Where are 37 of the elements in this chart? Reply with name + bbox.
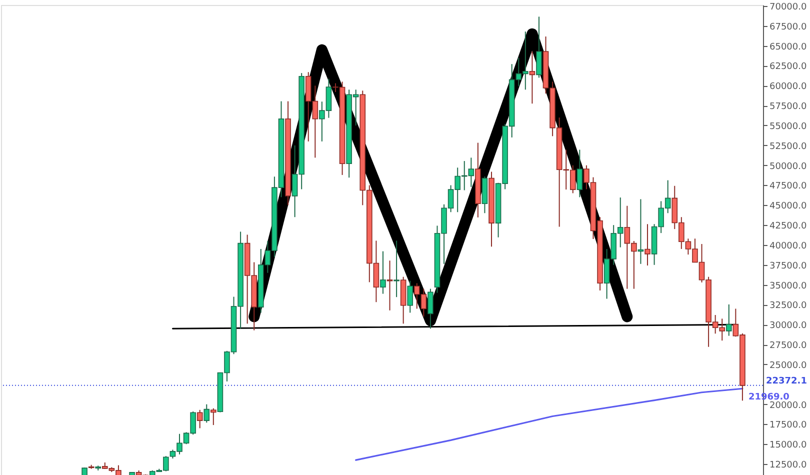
candlestick xyxy=(644,224,650,266)
y-tick-label: 17500.0 xyxy=(770,420,807,431)
y-tick-label: 25000.0 xyxy=(770,360,807,371)
candlestick xyxy=(428,288,434,330)
y-tick-label: 60000.0 xyxy=(770,82,807,92)
y-tick-label: 20000.0 xyxy=(770,400,807,411)
y-tick-label: 65000.0 xyxy=(770,42,807,52)
y-tick-label: 37500.0 xyxy=(770,261,807,272)
candlestick xyxy=(536,16,542,78)
y-tick-label: 40000.0 xyxy=(770,241,807,252)
candlestick xyxy=(726,304,732,336)
candlestick xyxy=(407,280,414,314)
y-tick-label: 27500.0 xyxy=(770,341,807,352)
candlestick xyxy=(576,149,583,198)
y-tick-label: 50000.0 xyxy=(770,162,807,172)
y-tick-label: 35000.0 xyxy=(770,281,807,292)
y-tick-label: 30000.0 xyxy=(770,321,807,332)
y-tick-label: 42500.0 xyxy=(770,222,807,232)
y-tick-label: 62500.0 xyxy=(770,62,807,72)
y-tick-label: 52500.0 xyxy=(770,142,807,152)
ref-line-label: 22372.1 xyxy=(766,376,807,386)
candlestick xyxy=(210,408,216,426)
y-tick-label: 45000.0 xyxy=(770,202,807,212)
candlestick xyxy=(380,250,386,294)
candlestick xyxy=(204,404,210,424)
y-tick-label: 70000.0 xyxy=(770,2,807,12)
candlestick xyxy=(196,409,203,429)
y-tick-label: 12500.0 xyxy=(770,460,807,471)
line-series xyxy=(355,388,744,461)
y-tick-label: 47500.0 xyxy=(770,182,807,192)
candlestick xyxy=(394,240,400,298)
y-tick-label: 55000.0 xyxy=(770,122,807,132)
y-tick-label: 15000.0 xyxy=(770,440,807,451)
y-tick-label: 32500.0 xyxy=(770,301,807,312)
y-tick-label: 67500.0 xyxy=(770,22,807,32)
y-tick-label: 57500.0 xyxy=(770,102,807,112)
candlestick xyxy=(529,50,536,104)
